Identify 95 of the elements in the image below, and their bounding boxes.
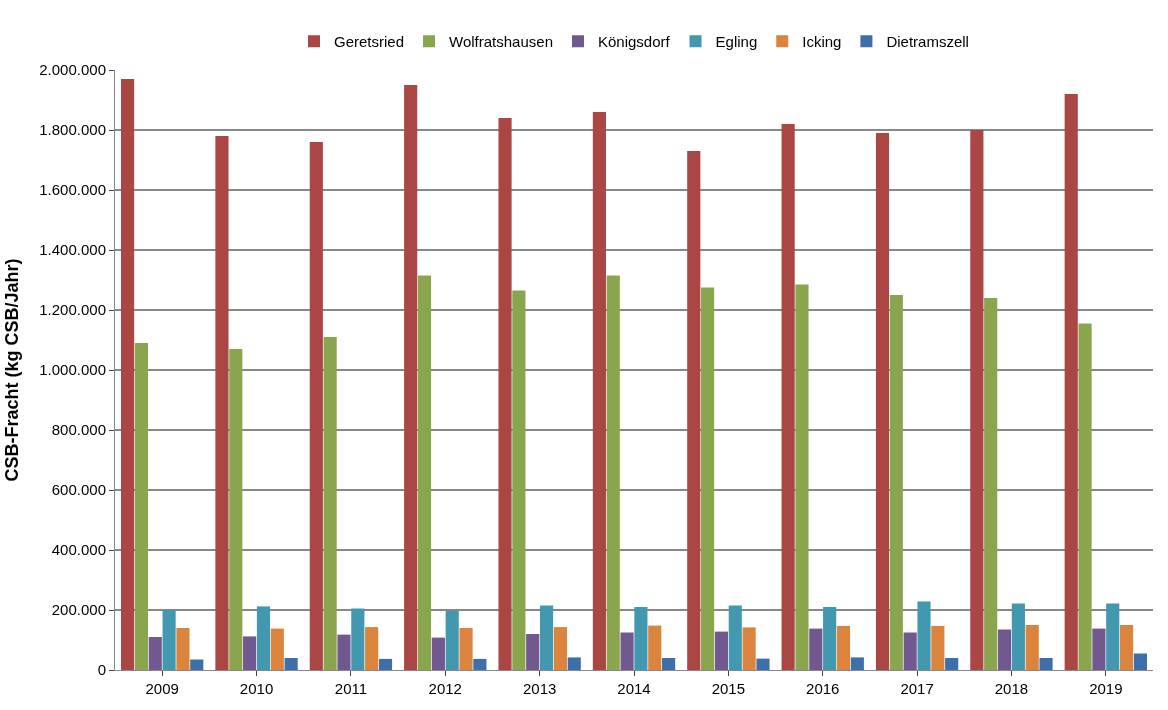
bar: [229, 349, 243, 670]
bar: [539, 605, 554, 670]
bar: [620, 632, 634, 670]
bar: [365, 627, 379, 670]
bar: [756, 658, 770, 670]
x-tick-label: 2012: [428, 680, 462, 697]
bar: [809, 628, 823, 670]
bar: [889, 295, 903, 670]
y-tick-label: 1.600.000: [39, 181, 106, 199]
legend-label: Königsdorf: [597, 33, 671, 51]
bar: [875, 133, 890, 670]
bar: [781, 124, 795, 670]
bar: [567, 657, 581, 670]
bar: [270, 628, 284, 670]
legend-label: Dietramszell: [886, 33, 969, 51]
x-tick-label: 2018: [994, 680, 1029, 697]
bar: [215, 136, 229, 670]
bar: [309, 142, 323, 670]
bar: [970, 130, 984, 670]
bar: [162, 610, 176, 670]
bar: [459, 628, 473, 670]
y-tick-label: 1.200.000: [39, 301, 106, 319]
bar: [931, 625, 945, 670]
bar: [1011, 603, 1025, 670]
bar: [1120, 625, 1134, 670]
bar: [634, 607, 648, 670]
bar: [1078, 323, 1092, 670]
x-tick-label: 2017: [900, 680, 934, 697]
y-tick-label: 1.800.000: [39, 121, 106, 139]
x-tick-label: 2016: [806, 680, 840, 697]
bar: [256, 606, 271, 670]
y-tick-label: 800.000: [51, 421, 106, 439]
bar: [351, 608, 365, 670]
bar: [378, 658, 393, 670]
x-tick-label: 2014: [617, 680, 651, 697]
bar: [1039, 658, 1053, 670]
bar: [284, 658, 298, 670]
bar: [1092, 628, 1106, 670]
bar: [176, 628, 190, 670]
bar: [648, 625, 662, 670]
x-tick-label: 2011: [334, 680, 368, 697]
bar: [592, 112, 606, 670]
legend-label: Egling: [715, 33, 758, 51]
bar: [823, 607, 837, 670]
bar: [1106, 603, 1120, 670]
bar: [606, 275, 620, 670]
bar: [190, 659, 204, 670]
legend-label: Icking: [802, 33, 842, 51]
bar: [836, 625, 851, 670]
bar: [850, 657, 864, 670]
bar: [431, 637, 445, 670]
x-tick-label: 2009: [145, 680, 179, 697]
bar: [687, 151, 701, 670]
x-tick-label: 2013: [522, 680, 557, 697]
bar: [903, 632, 917, 670]
bar: [662, 658, 676, 670]
y-tick-label: 1.400.000: [39, 241, 106, 259]
bar: [121, 79, 135, 670]
bar: [714, 631, 729, 670]
bar: [742, 627, 756, 670]
bar: [498, 118, 512, 670]
bar: [404, 85, 418, 670]
bar: [445, 610, 459, 670]
x-tick-label: 2019: [1089, 680, 1123, 697]
y-tick-label: 400.000: [51, 541, 106, 559]
y-tick-label: 0: [97, 661, 106, 679]
bar: [997, 629, 1012, 670]
bar: [243, 636, 257, 670]
y-tick-label: 200.000: [51, 601, 106, 619]
bar: [1025, 625, 1039, 670]
bar: [945, 658, 959, 670]
x-tick-label: 2015: [711, 680, 746, 697]
bar: [553, 627, 567, 670]
bar: [701, 287, 715, 670]
y-axis-title: CSB-Fracht (kg CSB/Jahr): [2, 258, 23, 482]
legend-label: Wolfratshausen: [449, 33, 553, 51]
bar: [417, 275, 432, 670]
bar: [473, 658, 487, 670]
bar: [323, 337, 337, 670]
bar: [526, 634, 540, 670]
bar: [728, 605, 742, 670]
bar: [984, 298, 998, 670]
bar: [134, 343, 148, 670]
legend-label: Geretsried: [334, 33, 405, 51]
y-tick-label: 600.000: [51, 481, 106, 499]
bar: [917, 601, 931, 670]
bar: [337, 634, 351, 670]
bar: [1064, 94, 1078, 670]
x-tick-label: 2010: [239, 680, 274, 697]
bar: [148, 637, 162, 670]
y-tick-label: 1.000.000: [39, 361, 106, 379]
bar: [1133, 653, 1147, 670]
y-tick-label: 2.000.000: [39, 61, 106, 79]
bar: [795, 284, 809, 670]
bar: [512, 290, 526, 670]
